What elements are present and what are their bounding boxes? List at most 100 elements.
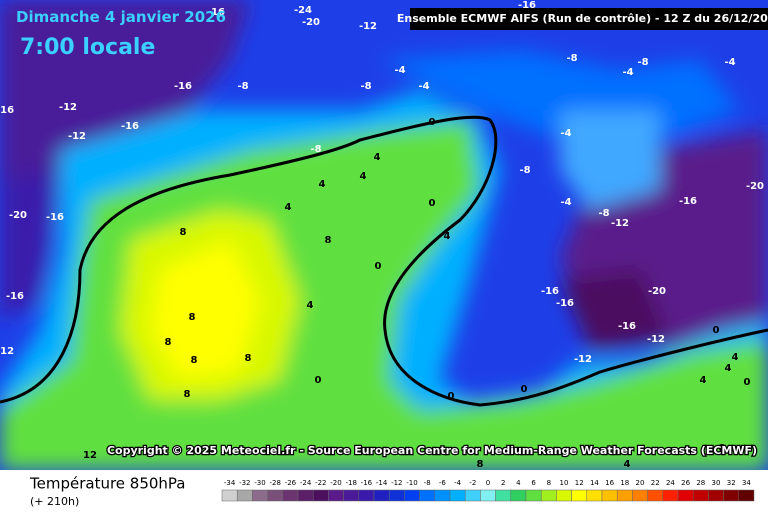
colorbar-label: 16 xyxy=(605,479,614,487)
forecast-time: 7:00 locale xyxy=(20,35,155,60)
colorbar-label: 2 xyxy=(501,479,505,487)
colorbar-label: -22 xyxy=(315,479,326,487)
contour-label: -20 xyxy=(302,17,320,28)
contour-label: 0 xyxy=(744,377,751,388)
zero-contour xyxy=(0,115,768,407)
contour-label: 0 xyxy=(429,198,436,209)
colorbar-swatch xyxy=(312,489,329,502)
contour-label: -4 xyxy=(622,67,633,78)
colorbar-label: -14 xyxy=(376,479,388,487)
contour-label: 0 xyxy=(375,261,382,272)
colorbar-swatch xyxy=(738,489,755,502)
colorbar-swatch xyxy=(495,489,512,502)
contour-label: -12 xyxy=(59,102,77,113)
contour-label: -12 xyxy=(68,131,86,142)
contour-label: 8 xyxy=(325,235,332,246)
contour-label: 4 xyxy=(307,300,314,311)
contour-label: -12 xyxy=(611,218,629,229)
colorbar-label: -28 xyxy=(269,479,280,487)
contour-label: -12 xyxy=(647,334,665,345)
colorbar-swatch xyxy=(404,489,420,502)
contour-label: -16 xyxy=(518,0,536,11)
contour-label: -16 xyxy=(6,291,24,302)
colorbar-swatch xyxy=(236,489,253,502)
contour-label: -8 xyxy=(519,165,530,176)
colorbar-label: -2 xyxy=(469,479,476,487)
colorbar-swatch xyxy=(616,489,633,502)
colorbar-swatch xyxy=(252,489,268,502)
colorbar-label: 12 xyxy=(575,479,584,487)
colorbar-label: 18 xyxy=(620,479,629,487)
colorbar-swatch xyxy=(388,489,405,502)
colorbar-label: 8 xyxy=(547,479,551,487)
colorbar-swatch xyxy=(373,489,390,502)
colorbar-swatch xyxy=(525,489,542,502)
contour-label: 8 xyxy=(189,312,196,323)
colorbar-swatch xyxy=(556,489,572,502)
contour-label: 0 xyxy=(315,375,322,386)
contour-label: 4 xyxy=(444,231,451,242)
model-run: Ensemble ECMWF AIFS (Run de contrôle) - … xyxy=(397,12,768,25)
colorbar-label: 24 xyxy=(666,479,675,487)
colorbar-swatch xyxy=(221,489,238,502)
contour-label: -8 xyxy=(598,208,609,219)
colorbar-label: 30 xyxy=(712,479,721,487)
contour-label: 8 xyxy=(719,443,726,454)
contour-label: -16 xyxy=(541,286,559,297)
colorbar-label: -12 xyxy=(391,479,402,487)
colorbar-label: -24 xyxy=(300,479,312,487)
contour-label: -16 xyxy=(121,121,139,132)
contour-label: -8 xyxy=(360,81,371,92)
colorbar-swatch xyxy=(708,489,724,502)
contour-label: -4 xyxy=(394,65,405,76)
contour-label: -16 xyxy=(0,105,14,116)
colorbar-swatch xyxy=(586,489,603,502)
colorbar-swatch xyxy=(632,489,648,502)
contour-label: 4 xyxy=(360,171,367,182)
colorbar-label: 26 xyxy=(681,479,690,487)
contour-label: 4 xyxy=(700,375,707,386)
contour-label: 8 xyxy=(245,353,252,364)
colorbar-label: 6 xyxy=(531,479,536,487)
colorbar-swatch xyxy=(510,489,527,502)
colorbar-label: -18 xyxy=(345,479,356,487)
contour-label: 4 xyxy=(732,352,739,363)
copyright: Copyright © 2025 Meteociel.fr - Source E… xyxy=(107,444,757,457)
contour-label: -12 xyxy=(359,21,377,32)
colorbar-label: -6 xyxy=(439,479,447,487)
colorbar: -34 -32 -30 -28 -26 -24 -22 -20 -18 -16 -14 -12 -10-… xyxy=(221,479,755,502)
colorbar-label: -20 xyxy=(330,479,341,487)
contour-label: 8 xyxy=(191,355,198,366)
colorbar-swatch xyxy=(282,489,299,502)
colorbar-swatch xyxy=(601,489,618,502)
colorbar-label: 34 xyxy=(742,479,751,487)
colorbar-label: 28 xyxy=(696,479,705,487)
contour-label: 4 xyxy=(374,152,381,163)
colorbar-swatch xyxy=(267,489,284,502)
contour-label: -4 xyxy=(560,128,571,139)
colorbar-label: 14 xyxy=(590,479,599,487)
contour-label: -4 xyxy=(724,57,735,68)
contour-label: -16 xyxy=(618,321,636,332)
colorbar-label: 22 xyxy=(651,479,660,487)
forecast-date: Dimanche 4 janvier 2026 xyxy=(16,8,226,26)
contour-label: 4 xyxy=(319,179,326,190)
contour-label: -8 xyxy=(637,57,648,68)
colorbar-swatch xyxy=(419,489,436,502)
contour-label: 4 xyxy=(285,202,292,213)
contour-label: -16 xyxy=(46,212,64,223)
contour-label: -4 xyxy=(418,81,429,92)
contour-label: 8 xyxy=(165,337,172,348)
colorbar-swatch xyxy=(647,489,664,502)
footer-title: Température 850hPa xyxy=(29,475,186,493)
contour-label: -8 xyxy=(237,81,248,92)
colorbar-swatch xyxy=(343,489,360,502)
contour-label: -12 xyxy=(574,354,592,365)
colorbar-swatch xyxy=(571,489,588,502)
contour-label: -16 xyxy=(207,7,225,18)
colorbar-swatch xyxy=(328,489,344,502)
contour-label: 0 xyxy=(448,391,455,402)
contour-label: -4 xyxy=(560,197,571,208)
